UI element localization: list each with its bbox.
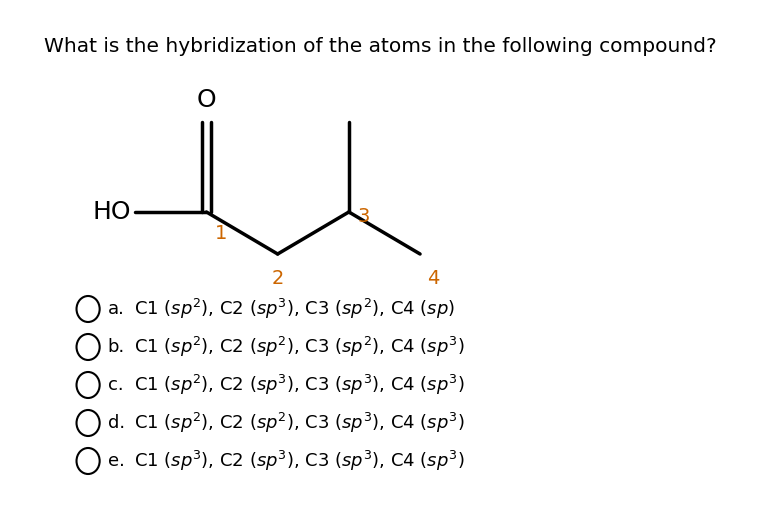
- Text: C1 ($sp^2$), C2 ($sp^2$), C3 ($sp^3$), C4 ($sp^3$): C1 ($sp^2$), C2 ($sp^2$), C3 ($sp^3$), C…: [135, 411, 465, 435]
- Text: What is the hybridization of the atoms in the following compound?: What is the hybridization of the atoms i…: [43, 37, 717, 56]
- Text: c.: c.: [108, 376, 123, 394]
- Text: a.: a.: [108, 300, 125, 318]
- Text: d.: d.: [108, 414, 125, 432]
- Text: O: O: [197, 88, 217, 112]
- Text: C1 ($sp^2$), C2 ($sp^3$), C3 ($sp^2$), C4 ($sp$): C1 ($sp^2$), C2 ($sp^3$), C3 ($sp^2$), C…: [135, 297, 455, 321]
- Text: HO: HO: [92, 200, 131, 224]
- Text: 3: 3: [358, 207, 370, 227]
- Text: 2: 2: [271, 269, 283, 288]
- Text: e.: e.: [108, 452, 125, 470]
- Text: b.: b.: [108, 338, 125, 356]
- Text: C1 ($sp^2$), C2 ($sp^3$), C3 ($sp^3$), C4 ($sp^3$): C1 ($sp^2$), C2 ($sp^3$), C3 ($sp^3$), C…: [135, 373, 465, 397]
- Text: C1 ($sp^2$), C2 ($sp^2$), C3 ($sp^2$), C4 ($sp^3$): C1 ($sp^2$), C2 ($sp^2$), C3 ($sp^2$), C…: [135, 335, 465, 359]
- Text: 4: 4: [427, 269, 439, 288]
- Text: C1 ($sp^3$), C2 ($sp^3$), C3 ($sp^3$), C4 ($sp^3$): C1 ($sp^3$), C2 ($sp^3$), C3 ($sp^3$), C…: [135, 449, 465, 473]
- Text: 1: 1: [215, 224, 228, 243]
